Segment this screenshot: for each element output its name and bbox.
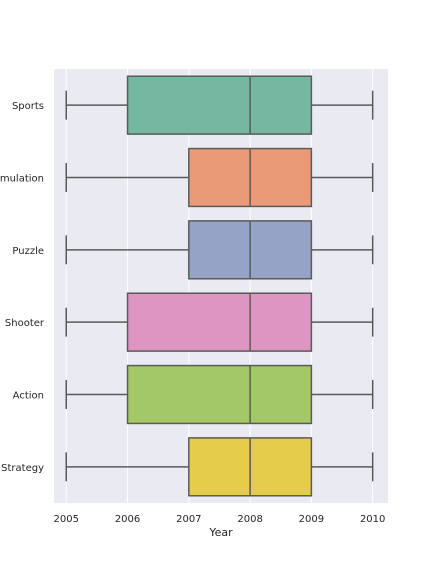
box-puzzle bbox=[65, 220, 374, 280]
plot-area bbox=[54, 69, 388, 503]
y-tick-label-sports: Sports bbox=[12, 101, 44, 112]
x-tick-label-2009: 2009 bbox=[299, 514, 324, 525]
box-strategy bbox=[65, 437, 374, 497]
box-action bbox=[65, 364, 374, 425]
box-shooter bbox=[65, 292, 374, 352]
y-tick-label-simulation: Simulation bbox=[0, 174, 44, 185]
y-axis-ticks: Sports Simulation Puzzle Shooter Action Strat… bbox=[0, 101, 45, 474]
grid-lines bbox=[65, 69, 374, 503]
box-iqr-shooter bbox=[126, 292, 313, 352]
x-axis-label: Year bbox=[208, 526, 233, 539]
y-tick-label-shooter: Shooter bbox=[5, 318, 45, 329]
x-tick-label-2006: 2006 bbox=[115, 514, 140, 525]
x-tick-label-2007: 2007 bbox=[176, 514, 201, 525]
x-tick-label-2005: 2005 bbox=[54, 514, 79, 525]
y-tick-label-puzzle: Puzzle bbox=[12, 246, 44, 257]
box-iqr-action bbox=[126, 364, 313, 425]
y-tick-label-action: Action bbox=[13, 391, 44, 402]
box-simulation bbox=[65, 147, 374, 208]
box-sports bbox=[65, 75, 374, 135]
x-axis-ticks: 2005 2006 2007 2008 2009 2010 bbox=[54, 514, 386, 525]
boxes-group bbox=[65, 75, 374, 497]
y-tick-label-strategy: Strategy bbox=[1, 463, 44, 474]
box-iqr-sports bbox=[126, 75, 313, 135]
x-tick-label-2008: 2008 bbox=[237, 514, 262, 525]
x-tick-label-2010: 2010 bbox=[360, 514, 385, 525]
